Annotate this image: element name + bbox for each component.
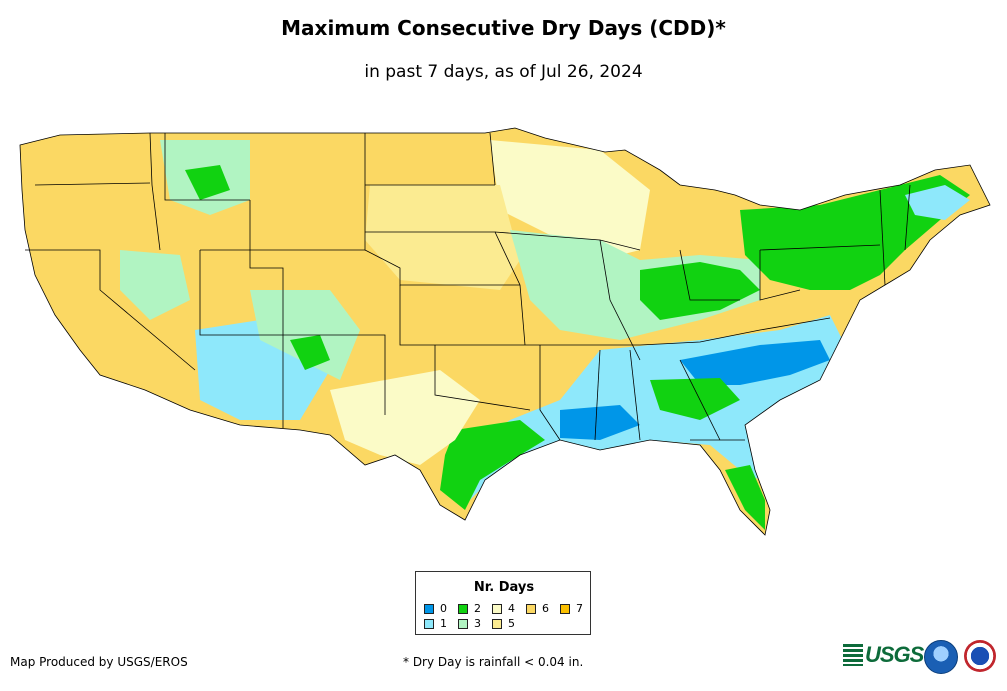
- region-carolinas-0days: [680, 340, 830, 385]
- region-georgia-2days: [650, 378, 740, 420]
- nws-logo-icon: [964, 640, 996, 672]
- legend: Nr. Days 0 1 2 3 4 5 6 7: [415, 571, 591, 635]
- legend-label-0: 0: [440, 602, 447, 615]
- region-texas-4days: [330, 370, 480, 465]
- legend-label-4: 4: [508, 602, 515, 615]
- region-westcoast-6days: [20, 135, 190, 400]
- region-gulf-0days: [560, 405, 640, 440]
- legend-label-7: 7: [576, 602, 583, 615]
- map-title: Maximum Consecutive Dry Days (CDD)*: [281, 16, 726, 40]
- map-subtitle: in past 7 days, as of Jul 26, 2024: [364, 62, 643, 82]
- region-maine-1day: [905, 185, 970, 220]
- usgs-logo: USGS: [843, 642, 924, 668]
- legend-label-1: 1: [440, 617, 447, 630]
- region-nm-2days: [290, 335, 330, 370]
- legend-swatch-5: [492, 619, 502, 629]
- legend-swatch-1: [424, 619, 434, 629]
- legend-label-3: 3: [474, 617, 481, 630]
- region-ne-plains-5days: [365, 185, 520, 290]
- legend-swatch-0: [424, 604, 434, 614]
- legend-label-6: 6: [542, 602, 549, 615]
- region-ohio-valley-2days: [640, 262, 760, 320]
- region-nevada-3days: [120, 250, 190, 320]
- region-midwest-4days: [490, 140, 650, 260]
- credit-text: Map Produced by USGS/EROS: [10, 655, 188, 669]
- noaa-logo-icon: [924, 640, 958, 674]
- region-montana-2days: [185, 165, 230, 200]
- usgs-logo-text: USGS: [865, 642, 924, 667]
- footnote-text: * Dry Day is rainfall < 0.04 in.: [403, 655, 584, 669]
- legend-swatch-6: [526, 604, 536, 614]
- legend-label-5: 5: [508, 617, 515, 630]
- usgs-waves-icon: [843, 644, 863, 666]
- region-texas-east-2days: [440, 420, 545, 510]
- legend-swatch-3: [458, 619, 468, 629]
- legend-title: Nr. Days: [473, 580, 535, 595]
- region-florida-2days: [725, 465, 765, 530]
- legend-swatch-4: [492, 604, 502, 614]
- state-borders: [19, 127, 991, 536]
- legend-swatch-2: [458, 604, 468, 614]
- legend-label-2: 2: [474, 602, 481, 615]
- legend-swatch-7: [560, 604, 570, 614]
